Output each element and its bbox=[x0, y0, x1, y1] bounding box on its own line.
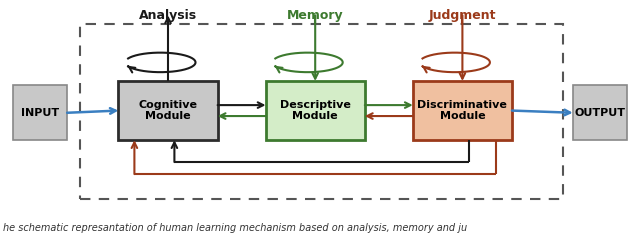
FancyBboxPatch shape bbox=[13, 85, 67, 140]
Text: Judgment: Judgment bbox=[429, 9, 497, 22]
Text: Cognitive
Module: Cognitive Module bbox=[138, 100, 198, 121]
FancyBboxPatch shape bbox=[118, 81, 218, 140]
Text: Analysis: Analysis bbox=[140, 9, 197, 22]
Text: Discriminative
Module: Discriminative Module bbox=[417, 100, 508, 121]
FancyBboxPatch shape bbox=[573, 85, 627, 140]
FancyBboxPatch shape bbox=[413, 81, 512, 140]
Text: OUTPUT: OUTPUT bbox=[575, 108, 625, 118]
Text: INPUT: INPUT bbox=[21, 108, 59, 118]
FancyBboxPatch shape bbox=[266, 81, 365, 140]
Text: Descriptive
Module: Descriptive Module bbox=[280, 100, 351, 121]
Text: Memory: Memory bbox=[287, 9, 344, 22]
Text: he schematic represantation of human learning mechanism based on analysis, memor: he schematic represantation of human lea… bbox=[3, 223, 467, 233]
